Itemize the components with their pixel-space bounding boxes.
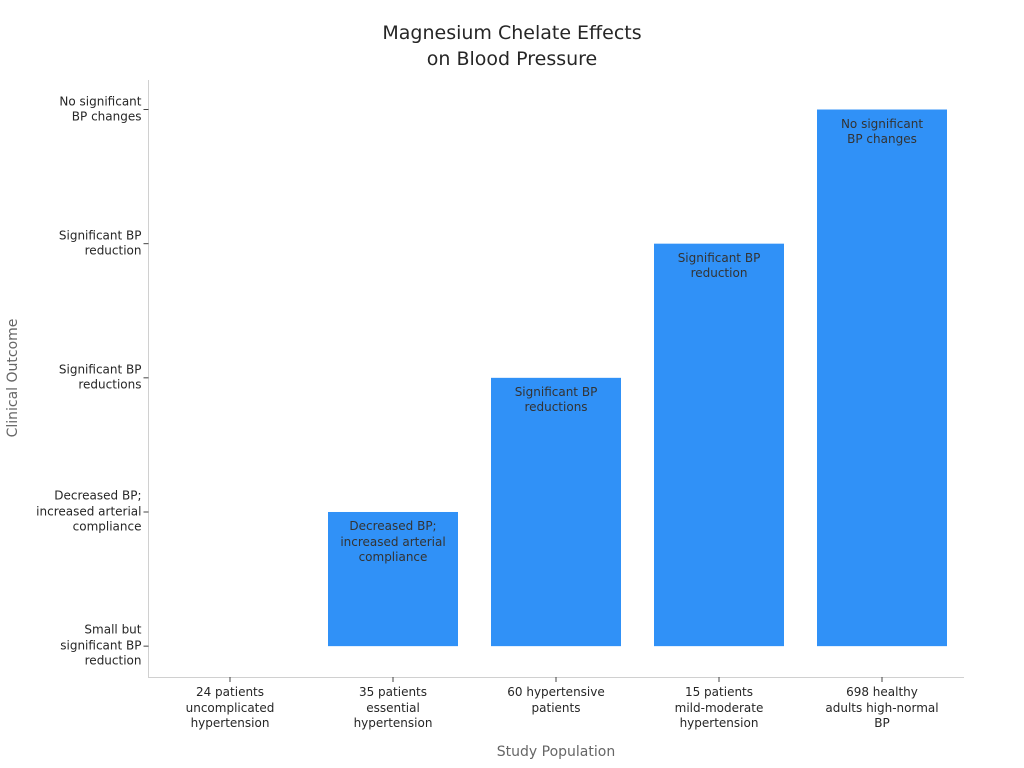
y-axis-label: Clinical Outcome bbox=[4, 318, 21, 438]
x-tick-label: 24 patients uncomplicated hypertension bbox=[185, 685, 275, 731]
x-tick-label: 15 patients mild-moderate hypertension bbox=[674, 685, 764, 731]
bar bbox=[328, 511, 458, 647]
bar bbox=[817, 109, 947, 647]
x-tick-label: 60 hypertensive patients bbox=[507, 685, 605, 715]
x-tick-label: 35 patients essential hypertension bbox=[353, 685, 433, 731]
chart-title: Magnesium Chelate Effects on Blood Press… bbox=[382, 22, 642, 71]
bar bbox=[654, 243, 784, 647]
y-tick-label: Small but significant BP reduction bbox=[60, 622, 142, 668]
x-tick-label: 698 healthy adults high-normal BP bbox=[825, 685, 939, 731]
value-label: Significant BP reductions bbox=[514, 384, 598, 415]
x-axis-label: Study Population bbox=[496, 744, 616, 760]
y-tick-label: Significant BP reductions bbox=[58, 362, 142, 392]
value-label: No significant BP changes bbox=[840, 116, 924, 147]
y-tick-label: No significant BP changes bbox=[59, 93, 142, 124]
value-label: Decreased BP; increased arterial complia… bbox=[340, 518, 446, 565]
y-tick-label: Significant BP reduction bbox=[58, 228, 142, 258]
value-label: Significant BP reduction bbox=[677, 250, 761, 281]
bar bbox=[491, 377, 621, 647]
y-tick-label: Decreased BP; increased arterial complia… bbox=[36, 488, 142, 534]
